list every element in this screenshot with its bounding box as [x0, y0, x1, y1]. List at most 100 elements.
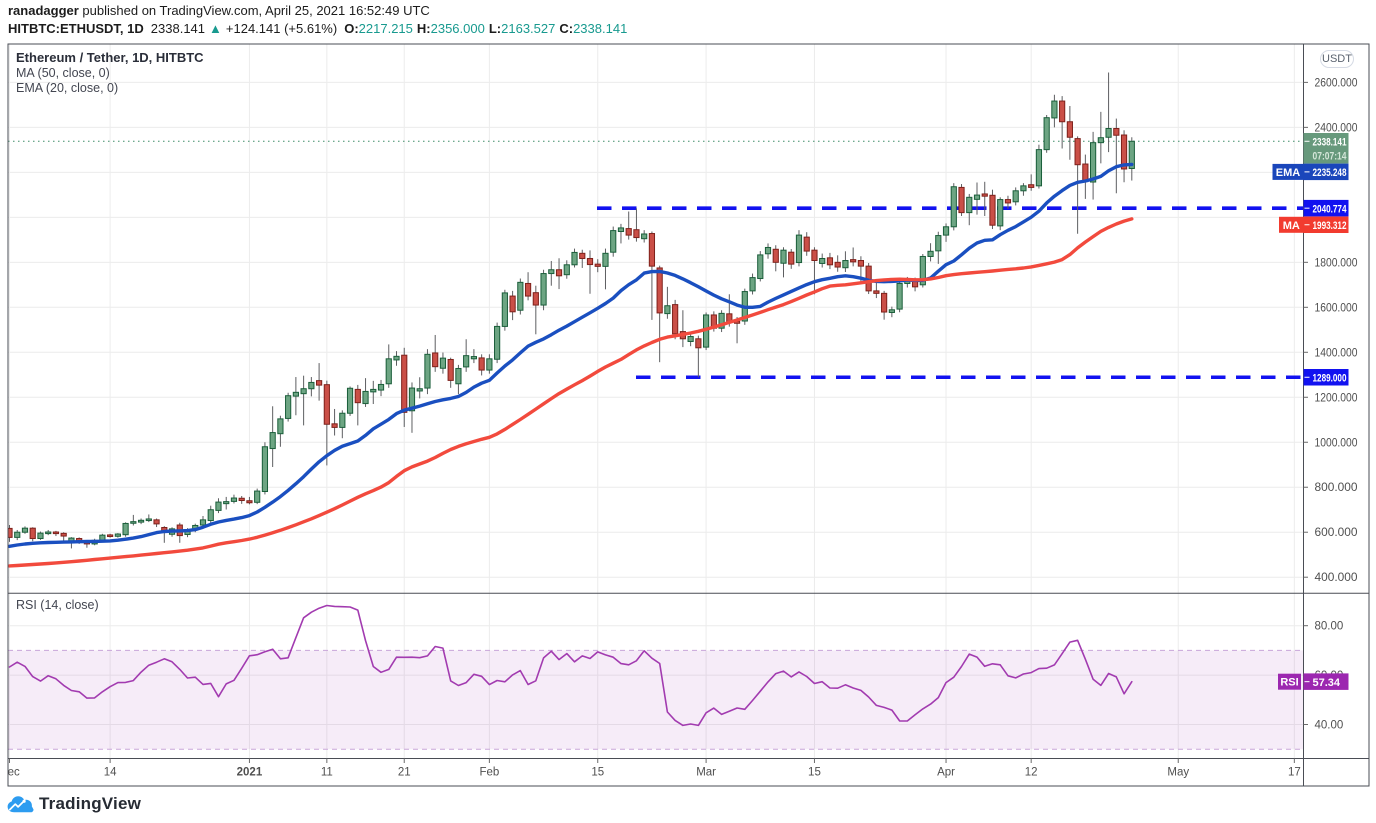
- candle-up: [501, 289, 508, 331]
- open-label: O:: [344, 21, 359, 36]
- svg-text:1289.000: 1289.000: [1313, 372, 1347, 384]
- candle-body: [463, 355, 470, 368]
- time-tick-label: 12: [1025, 767, 1038, 779]
- candle-up: [308, 377, 315, 397]
- candle-down: [1082, 154, 1089, 199]
- price-tick-label: 1600.000: [1315, 302, 1358, 314]
- candle-body: [617, 227, 625, 233]
- candle-body: [447, 358, 454, 381]
- candle-body: [656, 267, 663, 314]
- candle-body: [107, 534, 114, 538]
- plot-area[interactable]: [7, 44, 1304, 759]
- candle-body: [780, 249, 787, 264]
- candle-body: [718, 312, 725, 329]
- candle-up: [602, 248, 609, 290]
- candle-body: [548, 269, 555, 275]
- candle-up: [842, 251, 849, 272]
- time-tick-label: 2021: [237, 767, 263, 779]
- candle-body: [370, 388, 377, 393]
- candle-down: [447, 357, 454, 388]
- candle-down: [679, 310, 686, 348]
- price-axis-currency-button[interactable]: USDT: [1320, 50, 1354, 68]
- time-tick-label: 14: [104, 767, 117, 779]
- candle-body: [532, 292, 539, 306]
- candle-body: [1113, 127, 1120, 136]
- candle-body: [1012, 190, 1019, 203]
- candle-up: [439, 352, 447, 374]
- candle-down: [1066, 106, 1073, 160]
- candle-body: [408, 387, 416, 412]
- candle-up: [795, 230, 803, 267]
- candle-body: [826, 257, 834, 266]
- candle-body: [857, 260, 864, 267]
- candle-down: [29, 527, 36, 542]
- candle-up: [470, 349, 477, 364]
- candle-body: [45, 531, 52, 535]
- candle-down: [532, 285, 539, 335]
- time-tick-label: 15: [591, 767, 604, 779]
- last-price-label: 2338.141 07:07:14: [1303, 133, 1349, 164]
- price-tick-label: 1000.000: [1315, 437, 1358, 449]
- candle-body: [316, 380, 323, 386]
- candle-body: [586, 257, 594, 266]
- candle-body: [308, 381, 315, 390]
- candle-body: [1051, 100, 1058, 119]
- high-label: H:: [416, 21, 431, 36]
- candle-down: [8, 525, 13, 542]
- candle-up: [370, 380, 377, 405]
- candle-body: [137, 519, 145, 523]
- candle-body: [981, 193, 988, 197]
- candle-body: [672, 304, 679, 335]
- candle-body: [37, 532, 44, 540]
- candle-up: [664, 286, 671, 319]
- candle-body: [919, 255, 926, 286]
- candle-up: [517, 278, 524, 315]
- candle-up: [494, 322, 501, 364]
- candle-down: [401, 347, 408, 427]
- rsi-pane-legend: RSI (14, close): [16, 598, 99, 614]
- candle-body: [261, 446, 269, 493]
- candle-up: [617, 223, 625, 244]
- symbol-name: HITBTC:ETHUSDT, 1D: [8, 21, 144, 36]
- candle-down: [1004, 195, 1012, 209]
- candle-up: [145, 514, 152, 523]
- price-tick-label: 400.000: [1315, 572, 1358, 584]
- svg-text:2040.774: 2040.774: [1313, 203, 1348, 215]
- candle-down: [826, 252, 834, 270]
- candle-body: [997, 199, 1004, 227]
- candle-body: [517, 281, 524, 311]
- candle-body: [238, 497, 245, 502]
- candle-up: [749, 273, 756, 295]
- candle-body: [803, 236, 810, 252]
- candle-body: [695, 338, 702, 349]
- time-tick-label: May: [1167, 767, 1189, 779]
- candle-down: [323, 380, 330, 466]
- candle-up: [393, 351, 400, 366]
- candle-up: [455, 364, 462, 395]
- candle-up: [757, 251, 764, 282]
- time-tick-label: Mar: [696, 767, 716, 779]
- candle-up: [385, 344, 392, 388]
- candle-down: [331, 408, 338, 436]
- candle-body: [641, 233, 648, 240]
- candle-down: [1074, 136, 1081, 234]
- candle-body: [470, 356, 477, 360]
- candle-up: [486, 354, 493, 374]
- rsi-tick-label: 80.00: [1315, 621, 1344, 633]
- candle-up: [269, 406, 276, 467]
- svg-text:RSI: RSI: [1280, 677, 1298, 689]
- candle-down: [107, 533, 114, 538]
- rsi-band: [8, 650, 1304, 750]
- candle-down: [354, 384, 361, 426]
- candle-up: [610, 226, 617, 257]
- candle-down: [509, 290, 516, 321]
- tradingview-logo[interactable]: TradingView: [7, 794, 141, 814]
- svg-text:MA: MA: [1283, 220, 1300, 232]
- candle-body: [1059, 100, 1066, 123]
- candle-down: [579, 249, 586, 268]
- candle-up: [1051, 94, 1058, 128]
- candle-down: [594, 259, 601, 273]
- candle-down: [811, 247, 818, 295]
- candle-up: [277, 415, 284, 447]
